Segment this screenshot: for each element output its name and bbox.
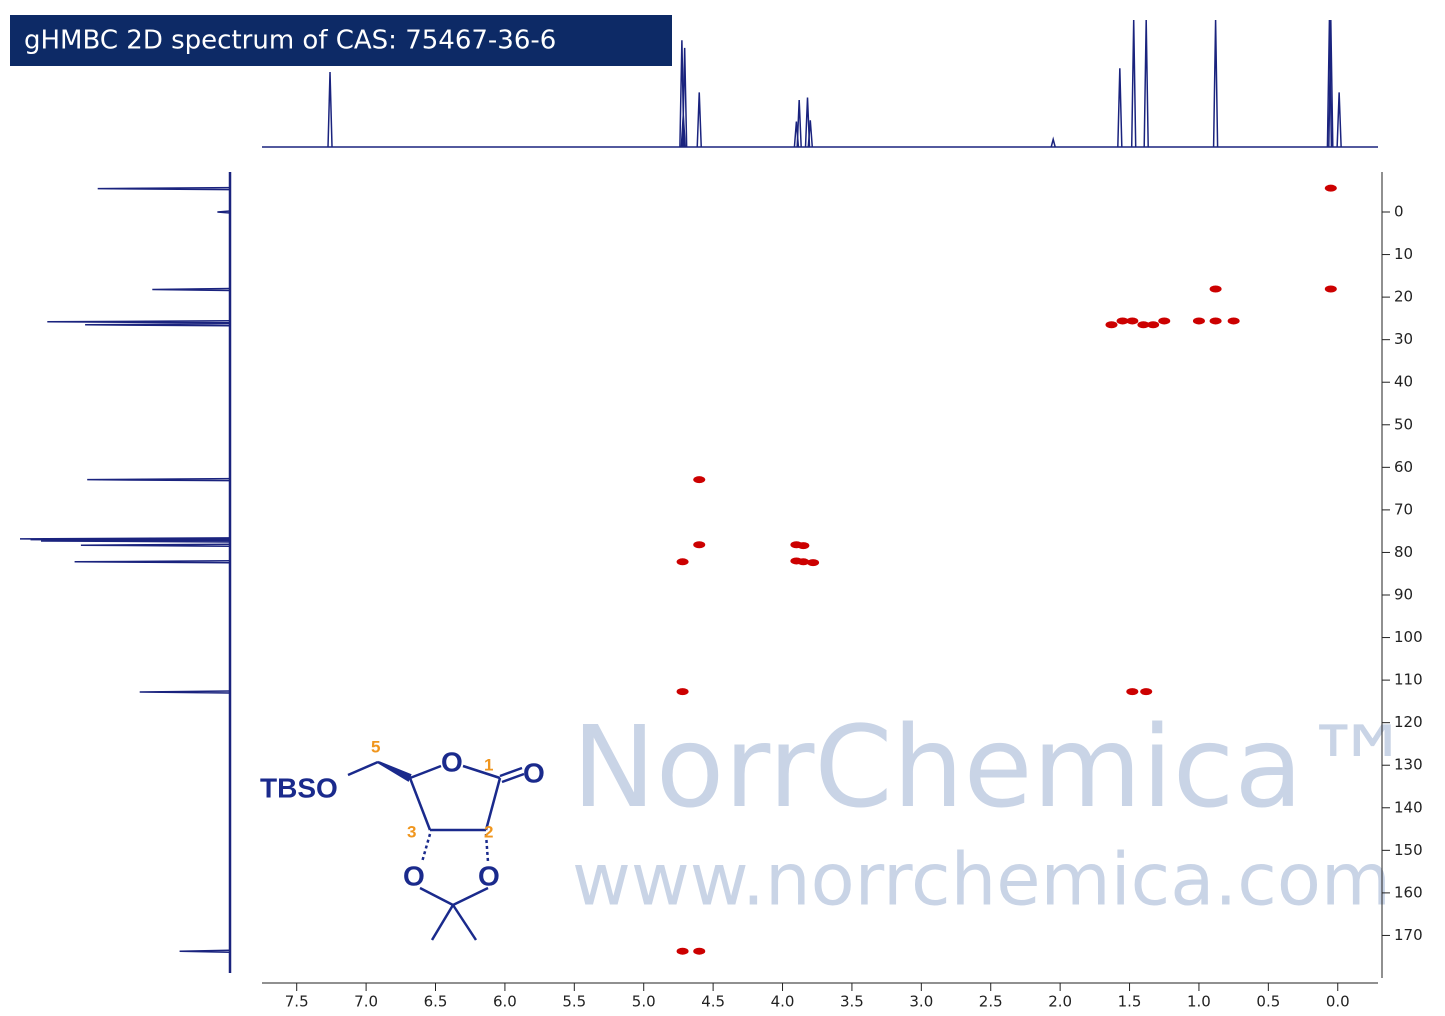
carbon-peak	[47, 320, 231, 324]
y-tick-label: 100	[1394, 628, 1423, 646]
proton-peak	[1050, 136, 1056, 148]
y-tick-label: 40	[1394, 373, 1413, 391]
x-tick-label: 7.5	[285, 993, 309, 1011]
watermark-url: www.norrchemica.com	[572, 838, 1391, 922]
atom-label: O	[478, 860, 500, 891]
carbon-peak	[97, 186, 231, 191]
y-tick-label: 160	[1394, 883, 1423, 901]
x-tick-label: 6.5	[424, 993, 448, 1011]
y-tick-label: 120	[1394, 713, 1423, 731]
x-tick-label: 5.5	[562, 993, 586, 1011]
x-tick-label: 3.5	[840, 993, 864, 1011]
proton-peak	[696, 92, 702, 148]
x-tick-label: 6.0	[493, 993, 517, 1011]
carbon-peak	[139, 690, 231, 694]
x-tick-label: 1.0	[1187, 993, 1211, 1011]
proton-peak	[327, 72, 333, 148]
proton-peak	[1143, 19, 1149, 148]
y-tick-label: 80	[1394, 543, 1413, 561]
cross-peak	[807, 559, 820, 567]
cross-peak	[1324, 184, 1337, 192]
y-tick-label: 130	[1394, 756, 1423, 774]
y-tick-label: 90	[1394, 586, 1413, 604]
atom-number: 3	[407, 822, 416, 841]
proton-peak	[796, 99, 802, 148]
cross-peak	[693, 476, 706, 484]
carbon-peak	[85, 323, 231, 327]
cross-peak	[693, 947, 706, 955]
chart-title: gHMBC 2D spectrum of CAS: 75467-36-6	[24, 26, 556, 56]
proton-peak	[1117, 68, 1123, 148]
y-tick-label: 0	[1394, 203, 1404, 221]
cross-peak	[1137, 321, 1150, 329]
substituent: TBSO	[260, 772, 338, 803]
x-tick-label: 2.5	[979, 993, 1003, 1011]
cross-peak	[797, 558, 810, 566]
x-tick-label: 1.5	[1118, 993, 1142, 1011]
y-tick-label: 20	[1394, 288, 1413, 306]
cross-peak	[1126, 688, 1139, 696]
carbon-peak	[80, 543, 231, 547]
proton-peak	[1326, 19, 1333, 148]
proton-peak	[1130, 19, 1137, 148]
atom-label: O	[523, 757, 545, 788]
y-tick-label: 10	[1394, 245, 1413, 263]
cross-peak	[676, 558, 689, 566]
x-tick-label: 3.0	[909, 993, 933, 1011]
cross-peak	[1147, 321, 1160, 329]
proton-peak	[1328, 19, 1334, 148]
x-tick-label: 0.5	[1256, 993, 1280, 1011]
cross-peak	[1116, 317, 1129, 325]
cross-peak	[1105, 321, 1118, 329]
carbon-peak	[152, 287, 231, 292]
atom-label: O	[403, 860, 425, 891]
proton-peak	[1336, 92, 1342, 148]
x-tick-label: 4.0	[771, 993, 795, 1011]
proton-peak	[681, 47, 688, 148]
atom-number: 5	[371, 737, 380, 756]
cross-peak	[1192, 317, 1205, 325]
proton-peak	[1212, 19, 1219, 148]
cross-peak	[693, 541, 706, 549]
x-tick-label: 0.0	[1326, 993, 1350, 1011]
carbon-peak	[74, 560, 231, 564]
cross-peak	[676, 947, 689, 955]
cross-peak	[1126, 317, 1139, 325]
x-tick-label: 2.0	[1048, 993, 1072, 1011]
cross-peak	[1209, 285, 1222, 293]
proton-peak	[807, 120, 814, 148]
x-tick-label: 5.0	[632, 993, 656, 1011]
y-tick-label: 140	[1394, 798, 1423, 816]
cross-peak	[1140, 688, 1153, 696]
y-tick-label: 110	[1394, 671, 1423, 689]
atom-number: 1	[484, 755, 493, 774]
carbon-peak	[40, 539, 231, 543]
atom-number: 2	[484, 822, 493, 841]
cross-peak	[676, 688, 689, 696]
y-tick-label: 70	[1394, 500, 1413, 518]
cross-peak	[1324, 285, 1337, 293]
cross-peak	[1158, 317, 1171, 325]
watermark-brand: NorrChemica™	[572, 703, 1415, 833]
cross-peak	[1227, 317, 1240, 325]
y-tick-label: 50	[1394, 415, 1413, 433]
carbon-peak	[217, 210, 231, 214]
x-tick-label: 4.5	[701, 993, 725, 1011]
y-tick-label: 60	[1394, 458, 1413, 476]
title-box	[10, 15, 672, 66]
structure	[347, 760, 525, 941]
y-tick-label: 170	[1394, 926, 1423, 944]
x-tick-label: 7.0	[354, 993, 378, 1011]
carbon-peak	[179, 949, 231, 953]
y-tick-label: 150	[1394, 841, 1423, 859]
cross-peak	[797, 542, 810, 550]
carbon-peak	[87, 477, 231, 482]
y-tick-label: 30	[1394, 330, 1413, 348]
cross-peak	[1209, 317, 1222, 325]
atom-label: O	[441, 746, 463, 777]
